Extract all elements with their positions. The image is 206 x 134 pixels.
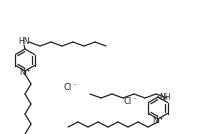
Text: ⁻: ⁻ xyxy=(72,81,76,90)
Text: N: N xyxy=(152,116,158,125)
Text: Cl: Cl xyxy=(123,98,131,107)
Text: +: + xyxy=(158,116,163,121)
Text: NH: NH xyxy=(158,94,170,103)
Text: Cl: Cl xyxy=(64,83,72,92)
Text: +: + xyxy=(26,68,30,73)
Text: HN: HN xyxy=(18,38,30,46)
Text: N: N xyxy=(20,68,25,77)
Text: ⁻: ⁻ xyxy=(132,96,136,105)
